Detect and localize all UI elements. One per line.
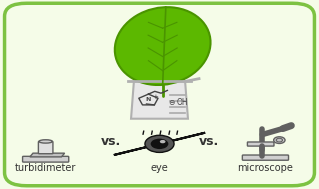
Text: OH: OH bbox=[176, 98, 188, 107]
FancyBboxPatch shape bbox=[248, 142, 274, 146]
Circle shape bbox=[274, 137, 285, 143]
FancyBboxPatch shape bbox=[38, 141, 53, 154]
Text: N: N bbox=[146, 97, 151, 102]
Polygon shape bbox=[114, 133, 205, 155]
Text: vs.: vs. bbox=[198, 135, 219, 148]
Text: turbidimeter: turbidimeter bbox=[15, 163, 76, 173]
Text: ⊖: ⊖ bbox=[168, 98, 175, 107]
Circle shape bbox=[160, 140, 166, 143]
Text: +: + bbox=[152, 94, 158, 100]
FancyBboxPatch shape bbox=[23, 156, 69, 162]
Circle shape bbox=[145, 135, 174, 152]
Text: microscope: microscope bbox=[238, 163, 293, 173]
Circle shape bbox=[276, 138, 283, 142]
FancyBboxPatch shape bbox=[242, 155, 288, 160]
Text: vs.: vs. bbox=[100, 135, 121, 148]
Text: eye: eye bbox=[151, 163, 168, 173]
FancyBboxPatch shape bbox=[4, 3, 315, 186]
Circle shape bbox=[151, 139, 168, 149]
Ellipse shape bbox=[115, 7, 211, 85]
Ellipse shape bbox=[39, 140, 52, 143]
Polygon shape bbox=[131, 81, 188, 119]
Polygon shape bbox=[30, 153, 65, 157]
